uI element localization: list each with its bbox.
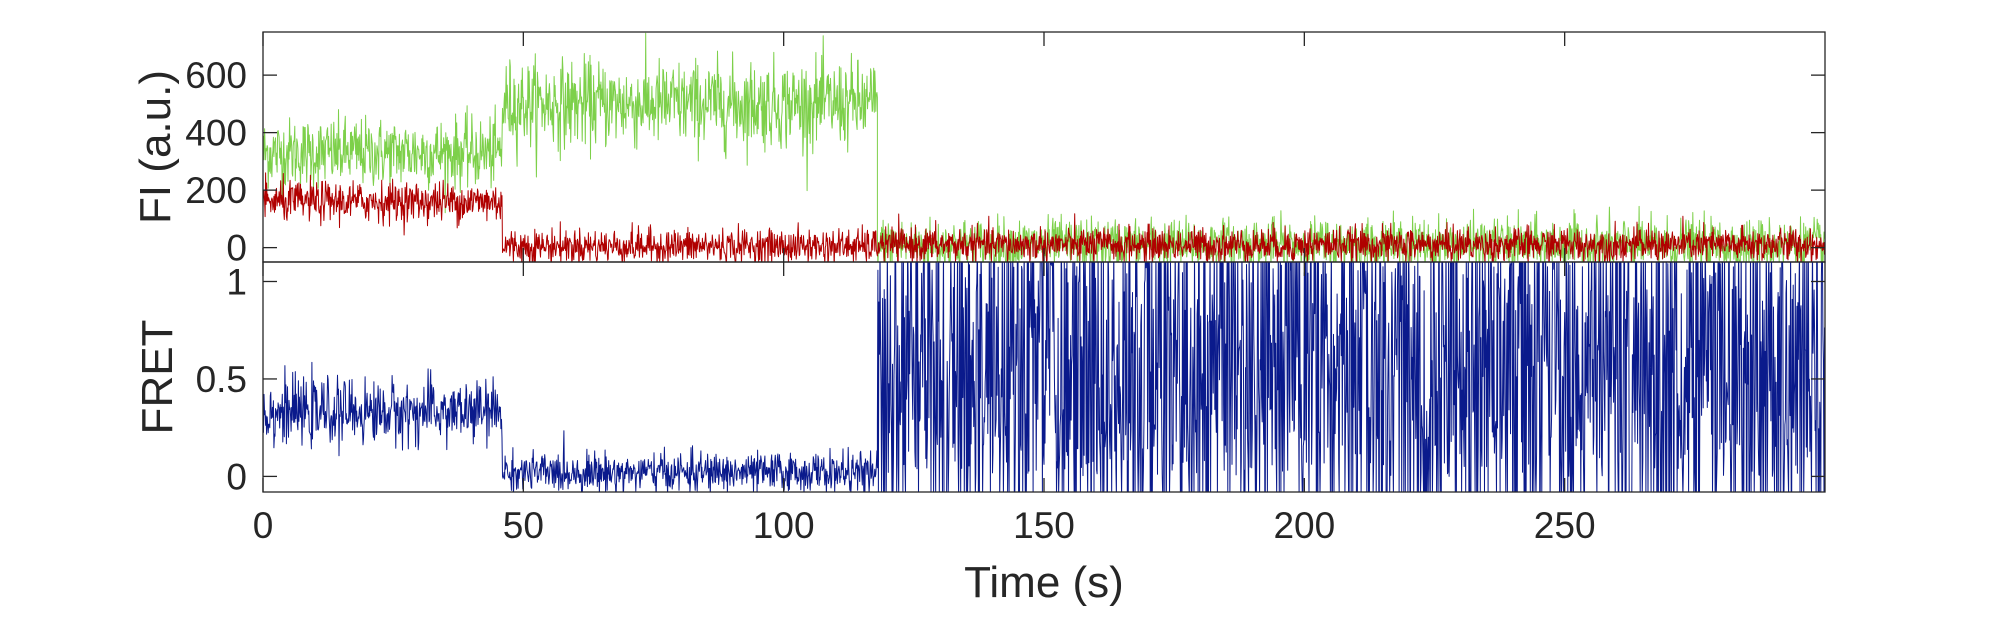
fluorescence-traces — [263, 32, 1825, 262]
x-tick-label: 0 — [253, 505, 274, 546]
series-line-acceptor — [263, 172, 1825, 262]
series-line-fret — [263, 262, 1825, 492]
x-tick-label: 50 — [503, 505, 544, 546]
y-tick-label: 0.5 — [196, 359, 247, 400]
fluorescence-panel: 0 200 400 600 FI (a.u.) — [131, 31, 1826, 269]
fluorescence-y-axis-title: FI (a.u.) — [131, 70, 180, 224]
y-tick-label: 0 — [226, 456, 247, 497]
time-x-ticks: 0 50 100 150 200 250 — [253, 32, 1596, 546]
fret-panel: 00.51 0 50 100 150 200 250 FRET Time (s) — [133, 32, 1826, 607]
x-tick-label: 250 — [1534, 505, 1596, 546]
fluorescence-y-ticks: 0 200 400 600 — [185, 55, 1825, 269]
y-tick-label: 0 — [226, 228, 247, 269]
x-tick-label: 150 — [1013, 505, 1075, 546]
y-tick-label: 400 — [185, 113, 247, 154]
y-tick-label: 1 — [226, 261, 247, 302]
time-x-axis-title: Time (s) — [964, 558, 1124, 607]
fret-trace — [263, 262, 1825, 492]
x-tick-label: 100 — [753, 505, 815, 546]
fret-y-ticks: 00.51 — [196, 261, 1825, 497]
x-tick-label: 200 — [1273, 505, 1335, 546]
fret-y-axis-title: FRET — [133, 320, 182, 435]
y-tick-label: 600 — [185, 55, 247, 96]
y-tick-label: 200 — [185, 170, 247, 211]
